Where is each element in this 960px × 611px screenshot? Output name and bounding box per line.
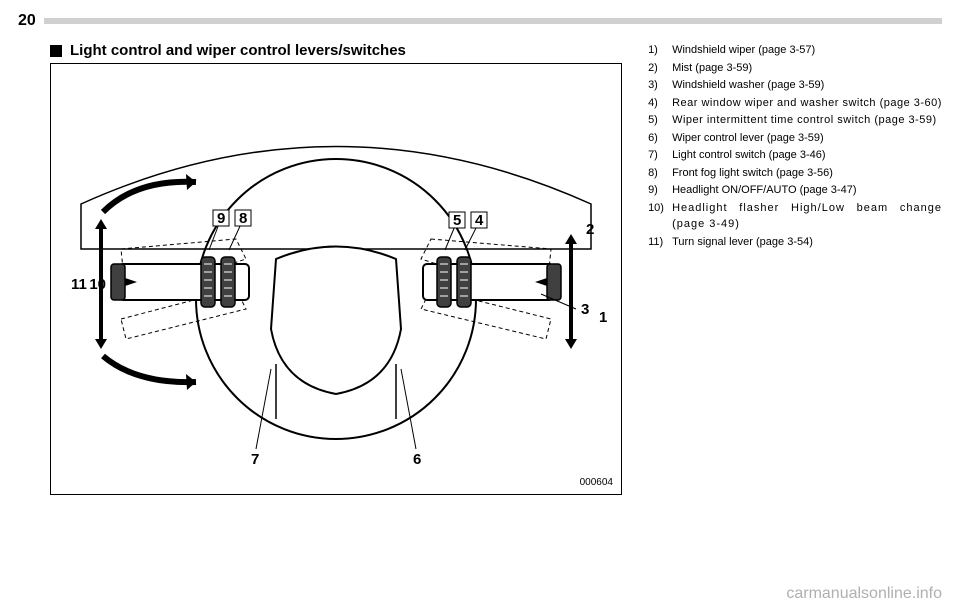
callout-11: 11 bbox=[71, 276, 87, 293]
callout-1: 1 bbox=[599, 309, 607, 326]
list-item: 1)Windshield wiper (page 3-57) bbox=[648, 42, 942, 59]
list-item: 5)Wiper intermittent time control switch… bbox=[648, 112, 942, 129]
list-item: 3)Windshield washer (page 3-59) bbox=[648, 77, 942, 94]
section-title-row: Light control and wiper control levers/s… bbox=[50, 42, 628, 59]
figure-column: Light control and wiper control levers/s… bbox=[50, 42, 628, 495]
callout-7: 7 bbox=[251, 451, 259, 468]
callout-2: 2 bbox=[586, 221, 594, 238]
callout-6: 6 bbox=[413, 451, 421, 468]
list-item: 10)Headlight flasher High/Low beam chang… bbox=[648, 200, 942, 233]
figure-number: 000604 bbox=[580, 477, 613, 488]
callout-10: 10 bbox=[89, 276, 106, 293]
callout-4: 4 bbox=[475, 212, 484, 229]
page-number: 20 bbox=[18, 12, 36, 30]
list-item: 4)Rear window wiper and washer switch (p… bbox=[648, 95, 942, 112]
header-bar: 20 bbox=[0, 0, 960, 34]
section-title: Light control and wiper control levers/s… bbox=[70, 42, 406, 59]
steering-diagram-svg: 1 2 3 4 5 6 7 8 9 10 11 bbox=[51, 64, 621, 494]
header-divider bbox=[44, 18, 942, 24]
content-area: Light control and wiper control levers/s… bbox=[0, 34, 960, 495]
list-item: 7)Light control switch (page 3-46) bbox=[648, 147, 942, 164]
callout-9: 9 bbox=[217, 210, 225, 227]
list-item: 11)Turn signal lever (page 3-54) bbox=[648, 234, 942, 251]
callout-8: 8 bbox=[239, 210, 247, 227]
diagram-box: 1 2 3 4 5 6 7 8 9 10 11 000604 bbox=[50, 63, 622, 495]
list-item: 2)Mist (page 3-59) bbox=[648, 60, 942, 77]
square-bullet-icon bbox=[50, 45, 62, 57]
callout-5: 5 bbox=[453, 212, 461, 229]
list-item: 9)Headlight ON/OFF/AUTO (page 3-47) bbox=[648, 182, 942, 199]
legend-list: 1)Windshield wiper (page 3-57) 2)Mist (p… bbox=[628, 42, 942, 495]
list-item: 6)Wiper control lever (page 3-59) bbox=[648, 130, 942, 147]
watermark: carmanualsonline.info bbox=[786, 585, 942, 603]
list-item: 8)Front fog light switch (page 3-56) bbox=[648, 165, 942, 182]
callout-3: 3 bbox=[581, 301, 589, 318]
